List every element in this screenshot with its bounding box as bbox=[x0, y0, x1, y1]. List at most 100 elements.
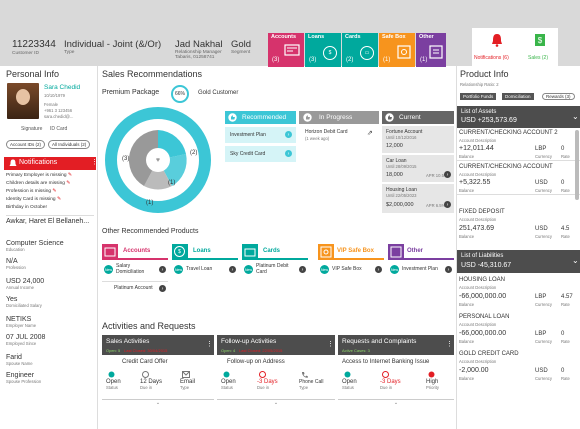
other-col-other[interactable]: Other bbox=[388, 244, 454, 260]
domiciliation-tab[interactable]: Domiciliation bbox=[502, 93, 534, 100]
new-badge-icon: New bbox=[244, 265, 253, 274]
in-progress-header: In Progress bbox=[299, 111, 379, 124]
current-item[interactable]: Fortune Account Until 10/12/2016 12,000 bbox=[382, 126, 454, 153]
notification-item[interactable]: Birthday in October bbox=[6, 205, 48, 210]
other-rec-title: Other Recommended Products bbox=[102, 228, 199, 235]
gender: Female bbox=[44, 102, 58, 107]
tile-loans[interactable]: Loans $ (3) bbox=[305, 33, 341, 67]
recommended-item[interactable]: Investment Plan › bbox=[225, 127, 296, 143]
status-open-icon bbox=[108, 371, 115, 378]
notification-item[interactable]: Primary Employer is missing ✎ bbox=[6, 173, 72, 178]
current-item[interactable]: Car Loan Until 28/09/2015 18,000 APR 10.… bbox=[382, 155, 454, 182]
product-info-panel: Product Info Relationship Ratio: 2 Portf… bbox=[456, 66, 580, 429]
chevron-down-icon[interactable]: ⌄ bbox=[102, 399, 214, 406]
personal-info-title: Personal Info bbox=[6, 69, 60, 79]
relationship-ratio: Relationship Ratio: 2 bbox=[460, 82, 499, 87]
employer-name: NETIKS Employer Name bbox=[6, 316, 37, 328]
recommended-item[interactable]: Sky Credit Card › bbox=[225, 146, 296, 162]
notification-item[interactable]: Children details are missing ✎ bbox=[6, 181, 71, 186]
asset-item[interactable]: FIXED DEPOSIT Account Description 251,47… bbox=[459, 209, 570, 239]
sales-button[interactable]: $ Sales (2) bbox=[522, 28, 558, 66]
accounts-icon bbox=[284, 44, 300, 56]
tile-safe-box[interactable]: Safe Box (1) bbox=[379, 33, 415, 67]
thumbs-up-icon bbox=[228, 113, 237, 122]
other-rec-item[interactable]: New Travel Loan › bbox=[172, 263, 238, 276]
donut-label: (2) bbox=[190, 150, 197, 156]
rewards-tab[interactable]: Rewards (3) bbox=[542, 93, 575, 100]
product-info-title: Product Info bbox=[460, 69, 509, 79]
account-ids-button[interactable]: Account IDs (2) bbox=[6, 140, 46, 149]
chevron-down-icon[interactable]: ⌄ bbox=[217, 399, 335, 406]
chevron-down-icon[interactable]: ⌄ bbox=[338, 399, 454, 406]
customer-id: 11223344 Customer ID bbox=[12, 39, 56, 56]
current-item[interactable]: Housing Loan Until 22/05/2023 $2,000,000… bbox=[382, 184, 454, 213]
assets-header[interactable]: List of Assets USD +253,573.69 ⌄ bbox=[457, 106, 580, 128]
other-col-accounts[interactable]: Accounts bbox=[102, 244, 168, 260]
activity-item[interactable]: Access to Internet Banking Issue bbox=[342, 359, 430, 365]
asset-item[interactable]: CURRENT/CHECKING ACCOUNT 2 Account Descr… bbox=[457, 128, 580, 161]
more-icon: ⋮ bbox=[327, 341, 334, 348]
bell-icon bbox=[492, 34, 502, 47]
activity-header[interactable]: Follow-up Activities Open: 4 Last Closed… bbox=[217, 335, 335, 355]
priority-high-icon bbox=[428, 371, 435, 378]
activity-col-followup: Follow-up Activities Open: 4 Last Closed… bbox=[217, 335, 335, 429]
other-col-cards[interactable]: Cards bbox=[242, 244, 308, 260]
asset-item[interactable]: CURRENT/CHECKING ACCOUNT Account Descrip… bbox=[457, 162, 580, 195]
other-col-loans[interactable]: $ Loans bbox=[172, 244, 238, 260]
accounts-icon bbox=[102, 244, 118, 260]
thumbs-up-icon bbox=[385, 113, 394, 122]
other-col-safe-box[interactable]: VIP Safe Box bbox=[318, 244, 384, 260]
new-badge-icon: New bbox=[104, 265, 113, 274]
other-rec-item[interactable]: Platinum Account › bbox=[102, 281, 168, 293]
notification-item[interactable]: Profession is missing ✎ bbox=[6, 189, 57, 194]
bell-icon bbox=[9, 159, 17, 166]
external-link-icon[interactable]: ⇗ bbox=[367, 130, 373, 137]
other-rec-item[interactable]: New VIP Safe Box › bbox=[318, 263, 384, 276]
liability-item[interactable]: GOLD CREDIT CARD Account Description -2,… bbox=[459, 351, 570, 381]
cards-icon bbox=[242, 244, 258, 260]
tile-other[interactable]: Other (1) bbox=[416, 33, 446, 67]
activity-item[interactable]: Follow-up on Address bbox=[227, 359, 285, 365]
donut-label: (1) bbox=[146, 200, 153, 206]
all-individuals-button[interactable]: All Individuals (2) bbox=[48, 140, 91, 149]
activity-item[interactable]: Credit Card Offer bbox=[122, 359, 168, 365]
activity-header[interactable]: Requests and Complaints Active Cases: 3 … bbox=[338, 335, 454, 355]
notifications-button[interactable]: Notifications (6) bbox=[472, 28, 522, 66]
id-card-link[interactable]: ID Card bbox=[50, 126, 68, 132]
sales-title: Sales Recommendations bbox=[102, 69, 203, 79]
activity-header[interactable]: Sales Activities Open: 5 Last Closed: 30… bbox=[102, 335, 214, 355]
liabilities-header[interactable]: List of Liabilities USD -45,310.67 ⌄ bbox=[457, 250, 580, 273]
chevron-right-icon: › bbox=[445, 266, 452, 273]
chevron-right-icon: › bbox=[159, 266, 166, 273]
loans-icon: $ bbox=[323, 46, 337, 60]
activity-col-requests: Requests and Complaints Active Cases: 3 … bbox=[338, 335, 454, 429]
more-icon: ⋮ bbox=[206, 341, 213, 348]
tile-cards[interactable]: Cards ▭ (2) bbox=[342, 33, 378, 67]
clock-icon bbox=[382, 371, 389, 378]
current-header: Current bbox=[382, 111, 454, 124]
portfolio-funds-tab[interactable]: Portfolio Funds bbox=[460, 93, 497, 100]
sales-donut[interactable]: ♥ (2) (1) (3) (1) bbox=[102, 104, 214, 216]
in-progress-item[interactable]: Horizon Debit Card (1 week ago) ⇗ bbox=[299, 126, 379, 144]
package-percent: 66% bbox=[171, 85, 189, 103]
edit-icon: ✎ bbox=[66, 181, 71, 186]
dob: 10/10/1979 bbox=[44, 93, 65, 98]
liability-item[interactable]: PERSONAL LOAN Account Description -66,00… bbox=[459, 314, 570, 344]
chevron-right-icon: › bbox=[229, 266, 236, 273]
more-icon[interactable]: ⋮ bbox=[91, 159, 98, 166]
spouse-name: Farid Spouse Name bbox=[6, 354, 33, 366]
notification-item[interactable]: Identity Card is missing ✎ bbox=[6, 197, 61, 202]
signature-link[interactable]: Signature bbox=[21, 126, 43, 132]
other-rec-item[interactable]: New Salary Domiciliation › bbox=[102, 263, 168, 276]
handshake-icon: ♥ bbox=[156, 157, 160, 164]
employed-since: 07 JUL 2008 Employed Since bbox=[6, 334, 46, 346]
other-rec-item[interactable]: New Investment Plan › bbox=[388, 263, 454, 276]
package-label: Premium Package bbox=[102, 89, 160, 96]
other-rec-item[interactable]: New Platinum Debit Card › bbox=[242, 263, 308, 276]
donut-label: (3) bbox=[122, 156, 129, 162]
liability-item[interactable]: HOUSING LOAN Account Description -66,000… bbox=[459, 277, 573, 307]
tile-accounts[interactable]: Accounts (3) bbox=[268, 33, 304, 67]
activities-title: Activities and Requests bbox=[102, 321, 196, 331]
chevron-right-icon: › bbox=[444, 201, 451, 208]
scrollbar[interactable] bbox=[575, 130, 579, 200]
